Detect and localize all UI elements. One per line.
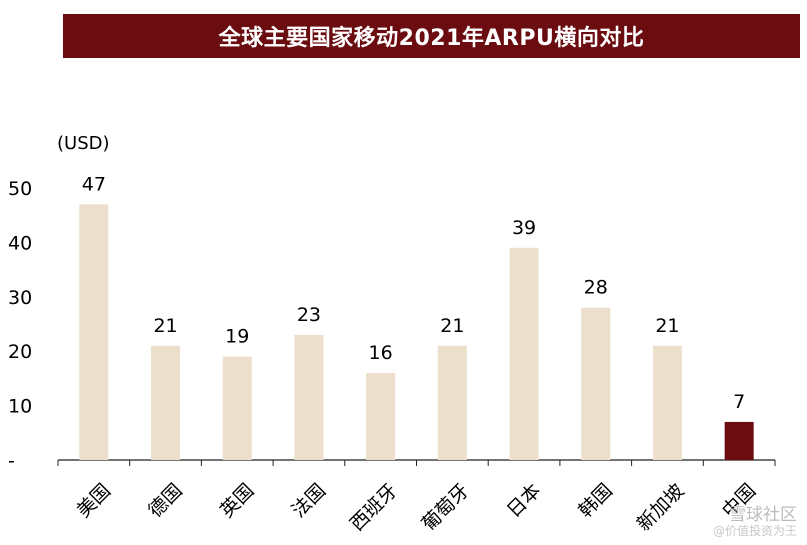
bar-5 [437, 345, 467, 460]
y-axis-unit: (USD) [57, 133, 110, 154]
category-labels: 美国 德国 英国 法国 西班牙 葡萄牙 日本 韩国 新加坡 中国 [73, 480, 761, 536]
bars [79, 204, 754, 460]
bar-8 [652, 345, 682, 460]
value-label: 19 [225, 326, 249, 348]
y-tick-label: 50 [8, 178, 32, 200]
category-label: 英国 [216, 480, 258, 522]
y-tick-label: 10 [8, 396, 32, 418]
bar-7 [581, 307, 611, 460]
category-label: 美国 [73, 480, 115, 522]
x-axis [57, 459, 776, 466]
value-label: 21 [153, 315, 177, 337]
bar-9 [724, 421, 754, 460]
category-label: 韩国 [574, 480, 616, 522]
value-label: 7 [733, 391, 745, 413]
category-label: 葡萄牙 [418, 480, 474, 536]
bar-4 [366, 372, 396, 460]
value-label: 39 [512, 217, 536, 239]
y-tick-label: 40 [8, 232, 32, 254]
watermark-main: 雪球社区 [729, 505, 797, 525]
category-label: 法国 [288, 480, 330, 522]
category-label: 德国 [144, 480, 186, 522]
value-label: 28 [584, 277, 608, 299]
bar-6 [509, 247, 539, 460]
value-label: 21 [655, 315, 679, 337]
value-labels: 47 21 19 23 16 21 39 28 21 7 [82, 173, 745, 413]
category-label: 日本 [503, 480, 545, 522]
chart-title: 全球主要国家移动2021年ARPU横向对比 [63, 14, 800, 58]
bar-1 [151, 345, 181, 460]
bar-2 [222, 356, 252, 460]
y-axis-ticks: - 10 20 30 40 50 [8, 178, 32, 472]
watermark: 雪球社区 @价值投资为王 [713, 507, 797, 539]
y-tick-label: - [8, 450, 15, 472]
value-label: 16 [369, 342, 393, 364]
value-label: 47 [82, 173, 106, 195]
value-label: 21 [440, 315, 464, 337]
bar-0 [79, 204, 109, 460]
value-label: 23 [297, 304, 321, 326]
bar-3 [294, 334, 324, 460]
y-tick-label: 20 [8, 341, 32, 363]
watermark-sub: @价值投资为王 [712, 524, 797, 538]
category-label: 西班牙 [346, 480, 402, 536]
category-label: 新加坡 [633, 480, 689, 536]
y-tick-label: 30 [8, 287, 32, 309]
